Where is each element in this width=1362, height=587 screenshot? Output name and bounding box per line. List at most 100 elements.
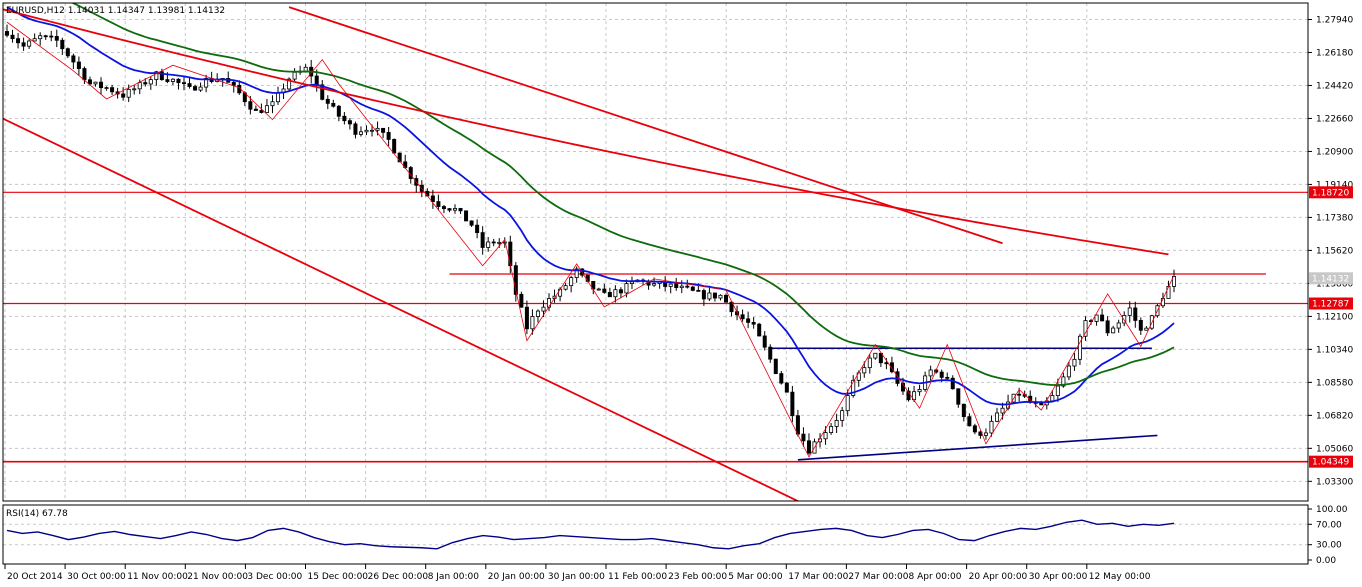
price-tick-label: 1.08580 <box>1316 378 1353 388</box>
candles <box>5 24 1177 455</box>
rsi-pane: RSI(14) 67.78 100.00 70.00 30.00 0.00 <box>2 504 1348 566</box>
candle-body <box>983 432 988 436</box>
price-level-tag <box>1309 455 1353 468</box>
level-labels: 1.18720 1.12787 1.04349 1.14132 <box>1309 186 1353 468</box>
candle-body <box>773 358 778 374</box>
candle-body <box>806 440 811 454</box>
candle-body <box>486 241 491 248</box>
candle-body <box>834 419 839 427</box>
candle-body <box>347 120 352 125</box>
candle-body <box>1039 402 1044 406</box>
time-tick-label: 27 Mar 00:00 <box>848 572 908 582</box>
candle-body <box>87 79 92 85</box>
candle-body <box>1055 385 1060 396</box>
candle-body <box>253 108 258 111</box>
candle-body <box>447 208 452 211</box>
candle-body <box>967 416 972 427</box>
candle-body <box>1166 285 1171 299</box>
candle-body <box>126 88 131 98</box>
candle-body <box>1111 327 1116 334</box>
candle-body <box>441 206 446 210</box>
main-pane: EURUSD,H12 1.14031 1.14347 1.13981 1.141… <box>2 2 1353 502</box>
zigzag-line <box>6 21 1175 458</box>
rsi-axis: 100.00 70.00 30.00 0.00 <box>1308 505 1348 566</box>
candle-body <box>1100 314 1105 322</box>
candle-body <box>624 283 629 294</box>
candle-body <box>259 110 264 113</box>
candle-body <box>38 35 43 40</box>
candle-body <box>353 123 358 135</box>
price-grid <box>3 3 1308 501</box>
candle-body <box>862 367 867 374</box>
trendlines <box>3 6 1158 501</box>
candle-body <box>768 346 773 360</box>
time-tick-label: 20 Apr 00:00 <box>969 572 1028 582</box>
price-tick-label: 1.10340 <box>1316 345 1353 355</box>
rsi-tick-label: 30.00 <box>1316 541 1342 551</box>
rsi-line <box>6 519 1175 550</box>
candle-body <box>231 81 236 86</box>
price-level-label: 1.04349 <box>1312 458 1349 468</box>
candle-body <box>884 362 889 365</box>
candle-body <box>823 432 828 440</box>
time-tick-label: 23 Feb 00:00 <box>668 572 727 582</box>
candle-body <box>519 293 524 308</box>
candle-body <box>276 92 281 103</box>
candle-body <box>790 391 795 417</box>
candle-body <box>497 241 502 244</box>
mid-moving-average <box>70 3 1175 386</box>
price-tick-label: 1.20900 <box>1316 147 1353 157</box>
candle-body <box>840 410 845 421</box>
price-tick-label: 1.06820 <box>1316 411 1353 421</box>
rsi-label: RSI(14) 67.78 <box>6 509 68 519</box>
time-tick-label: 30 Oct 00:00 <box>67 572 126 582</box>
candle-body <box>170 78 175 82</box>
candle-body <box>82 68 87 81</box>
candle-body <box>93 81 98 85</box>
candle-body <box>181 82 186 85</box>
candle-body <box>779 373 784 384</box>
support-line <box>797 434 1158 461</box>
candle-body <box>1144 327 1149 331</box>
candle-body <box>508 241 513 267</box>
candle-body <box>607 292 612 298</box>
current-price-label: 1.14132 <box>1312 274 1349 284</box>
price-level-label: 1.18720 <box>1312 188 1349 198</box>
candle-body <box>939 371 944 378</box>
candle-body <box>712 292 717 299</box>
price-tick-label: 1.13860 <box>1316 279 1353 289</box>
candle-body <box>1127 307 1132 316</box>
candle-body <box>16 38 21 44</box>
price-tick-label: 1.12100 <box>1316 312 1353 322</box>
rsi-grid <box>3 523 1308 546</box>
candle-body <box>381 127 386 133</box>
time-tick-label: 30 Apr 00:00 <box>1029 572 1088 582</box>
candle-body <box>430 195 435 202</box>
candle-body <box>535 310 540 317</box>
candle-body <box>65 48 70 57</box>
candle-body <box>436 201 441 207</box>
candle-body <box>1000 407 1005 414</box>
price-tick-label: 1.24420 <box>1316 81 1353 91</box>
candle-body <box>165 79 170 82</box>
candle-body <box>674 283 679 289</box>
time-tick-label: 15 Dec 00:00 <box>308 572 369 582</box>
candle-body <box>132 88 137 91</box>
candle-body <box>248 101 253 110</box>
candle-body <box>530 316 535 330</box>
candle-body <box>906 390 911 401</box>
candle-body <box>54 36 59 41</box>
candle-body <box>154 71 159 81</box>
candle-body <box>264 105 269 113</box>
candle-body <box>1066 365 1071 378</box>
candle-body <box>851 379 856 396</box>
price-tick-label: 1.26180 <box>1316 48 1353 58</box>
rsi-tick-label: 70.00 <box>1316 520 1342 530</box>
candle-body <box>469 220 474 226</box>
candle-body <box>1116 322 1121 329</box>
candle-body <box>867 357 872 369</box>
candle-body <box>76 61 81 69</box>
price-level-label: 1.12787 <box>1312 300 1349 310</box>
candle-body <box>480 232 485 248</box>
moving-averages <box>3 3 1175 406</box>
